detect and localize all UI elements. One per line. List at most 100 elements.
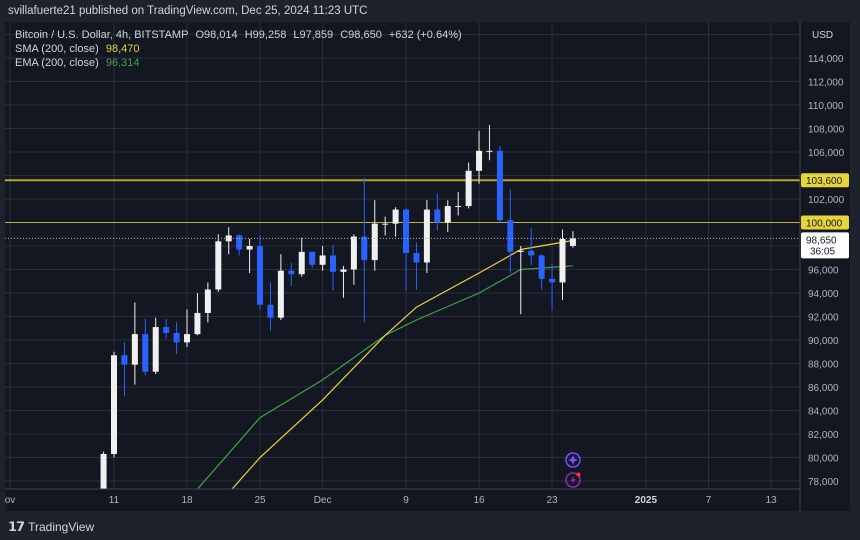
candle-body [569,238,576,246]
publisher-line: svillafuerte21 published on TradingView.… [8,5,368,17]
candle-body [444,206,451,223]
y-tick-label: 90,000 [808,336,839,347]
lightning-icon-ring [565,472,581,488]
ema-legend[interactable]: EMA (200, close) 96,314 [15,57,143,69]
symbol-legend: Bitcoin / U.S. Dollar, 4h, BITSTAMP O98,… [15,29,466,41]
candle-body [142,334,149,372]
ema-value: 96,314 [105,57,140,69]
x-tick-label: 13 [766,495,778,506]
sparkle-icon-ring [565,452,581,468]
y-tick-label: 96,000 [808,266,839,277]
lightning-icon[interactable] [565,472,581,488]
candle-body [559,238,566,283]
candle-body [330,255,337,272]
last-price-label: 98,650 [806,235,837,246]
y-tick-label: 102,000 [808,195,845,206]
candle-body [423,209,430,263]
candle-body [236,235,243,250]
sma-200-line [231,239,574,489]
x-tick-label: 25 [254,495,266,506]
price-change: +632 (+0.64%) [388,29,462,41]
currency-label: USD [812,30,833,41]
candle-body [403,209,410,254]
candle-body [496,150,503,221]
candle-body [298,251,305,275]
footer: 𝟭𝟳 TradingView [8,519,94,535]
candle-body [476,150,483,171]
candle-body [465,170,472,207]
candle-body [392,209,399,224]
brand-name: TradingView [28,520,95,534]
candle-body [413,253,420,263]
last-price-tag [801,232,849,259]
sma-value: 98,470 [105,43,140,55]
candle-body [131,334,138,365]
candle-body [517,250,524,252]
candle-body [225,235,232,242]
candle-body [538,255,545,279]
ema-200-line [196,265,573,489]
x-tick-label: 7 [706,495,712,506]
level-price-tag [801,173,849,188]
symbol-name[interactable]: Bitcoin / U.S. Dollar, 4h, BITSTAMP [15,29,189,41]
y-tick-label: 94,000 [808,289,839,300]
y-tick-label: 114,000 [808,54,844,65]
x-tick-label: 23 [546,495,558,506]
candle-body [257,246,264,305]
level-price-label: 103,600 [806,176,843,187]
ohlc-low: L97,859 [293,29,334,41]
ema-label: EMA (200, close) [15,57,99,69]
x-tick-label: 16 [473,495,485,506]
x-tick-label: ov [5,495,16,506]
candle-body [215,241,222,290]
candle-body [309,251,316,265]
candle-body [340,269,347,272]
candle-body [121,355,128,365]
candle-body [184,334,191,343]
ohlc-high: H99,258 [244,29,287,41]
y-tick-label: 78,000 [808,477,839,488]
y-tick-label: 106,000 [808,148,845,159]
y-tick-label: 110,000 [808,101,844,112]
sparkle-icon-star [568,455,578,465]
plot-area [5,22,800,489]
sma-legend[interactable]: SMA (200, close) 98,470 [15,43,143,55]
tradingview-logo-icon: 𝟭𝟳 [8,519,25,534]
x-tick-label: 9 [403,495,409,506]
candle-body [194,312,201,335]
candle-body [246,246,253,250]
x-tick-label: 2025 [635,495,658,506]
countdown-label: 36:05 [810,246,835,257]
ohlc-close: C98,650 [340,29,382,41]
y-tick-label: 108,000 [808,125,845,136]
candle-body [111,355,117,454]
candle-body [361,236,368,261]
candle-body [486,150,493,152]
lightning-icon-bolt [570,475,576,485]
candle-body [288,270,295,275]
candle-body [371,223,378,261]
chart-pane[interactable] [5,22,850,511]
candle-body [455,206,462,208]
y-tick-label: 84,000 [808,407,839,418]
y-tick-label: 92,000 [808,313,839,324]
candle-body [163,327,170,333]
candle-body [204,289,211,313]
candle-body [350,236,357,270]
candle-body [319,255,326,265]
sparkle-icon[interactable] [565,452,581,468]
x-tick-label: Dec [314,495,332,506]
candle-body [434,209,441,223]
candle-body [277,270,284,318]
candle-body [528,250,535,256]
y-tick-label: 88,000 [808,360,839,371]
level-price-tag [801,215,849,230]
x-tick-label: 11 [109,495,120,506]
candle-body [267,304,274,318]
y-tick-label: 80,000 [808,454,839,465]
x-tick-label: 18 [181,495,193,506]
y-tick-label: 112,000 [808,78,844,89]
candle-body [507,220,514,252]
candle-body [152,327,159,372]
